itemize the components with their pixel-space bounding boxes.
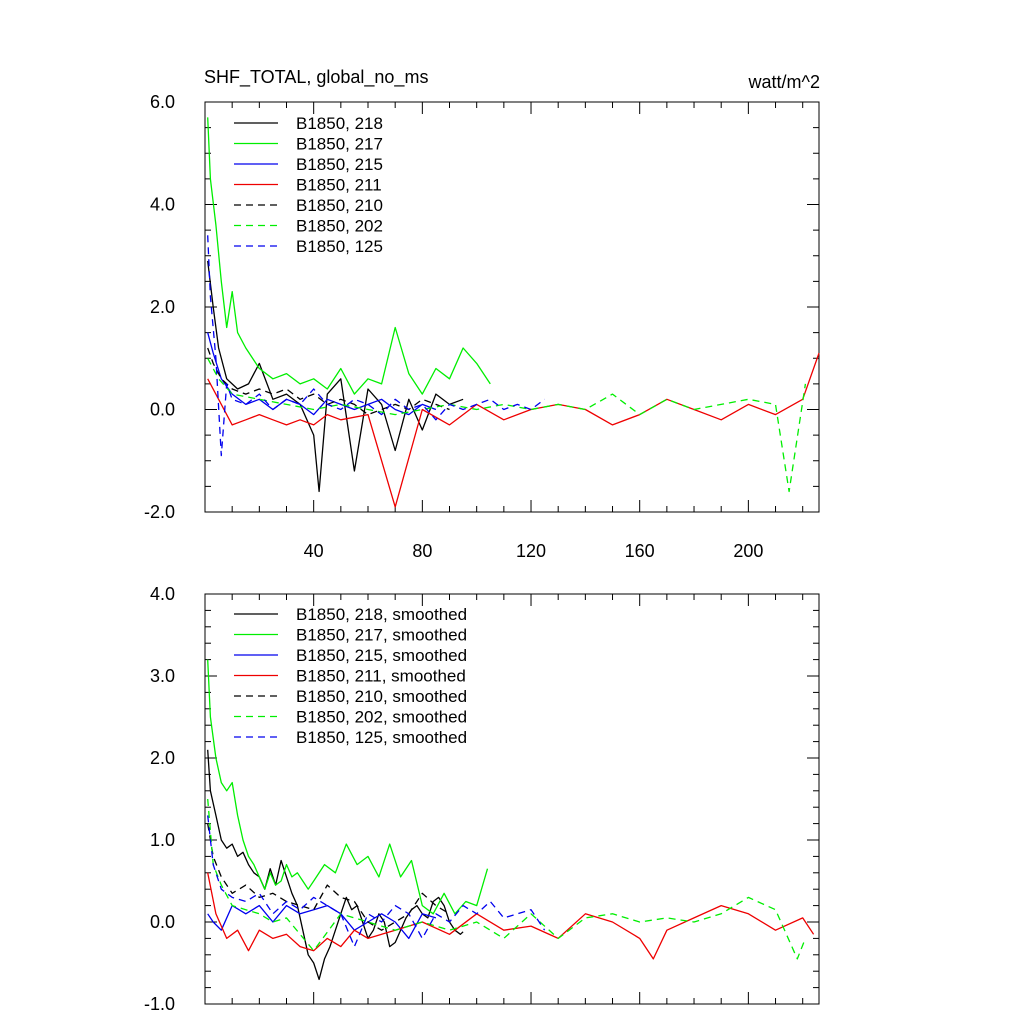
- legend-label: B1850, 125: [296, 237, 383, 256]
- y-tick-label: 2.0: [150, 297, 175, 317]
- y-tick-label: 3.0: [150, 666, 175, 686]
- y-tick-label: 4.0: [150, 584, 175, 604]
- series-line: [207, 260, 464, 493]
- legend-label: B1850, 202, smoothed: [296, 708, 467, 727]
- series-line: [207, 347, 450, 416]
- legend-label: B1850, 202: [296, 217, 383, 236]
- legend-label: B1850, 210: [296, 196, 383, 215]
- y-tick-label: 1.0: [150, 830, 175, 850]
- series-line: [207, 659, 489, 915]
- y-tick-label: 0.0: [150, 912, 175, 932]
- legend-label: B1850, 211, smoothed: [296, 667, 466, 686]
- legend-label: B1850, 217, smoothed: [296, 626, 467, 645]
- legend-label: B1850, 210, smoothed: [296, 687, 467, 706]
- series-line: [207, 352, 820, 508]
- series-line: [207, 798, 807, 960]
- legend-label: B1850, 125, smoothed: [296, 728, 467, 747]
- x-tick-label: 160: [625, 541, 655, 561]
- series-group: [207, 117, 820, 508]
- series-line: [207, 815, 546, 948]
- legend-label: B1850, 217: [296, 135, 383, 154]
- top-panel: SHF_TOTAL, global_no_ms watt/m^2 -2.0 0.0…: [144, 67, 820, 561]
- x-tick-label: 120: [516, 541, 546, 561]
- series-line: [207, 332, 437, 416]
- chart-title: SHF_TOTAL, global_no_ms: [204, 67, 428, 88]
- series-line: [207, 117, 491, 395]
- legend-label: B1850, 215: [296, 155, 383, 174]
- tick-group: -1.0 0.0 1.0 2.0 3.0 4.0: [144, 584, 819, 1014]
- y-tick-label: -2.0: [144, 502, 175, 522]
- y-tick-label: 2.0: [150, 748, 175, 768]
- legend-label: B1850, 218, smoothed: [296, 605, 467, 624]
- legend-label: B1850, 211: [296, 176, 382, 195]
- units-label: watt/m^2: [748, 72, 820, 92]
- y-tick-label: -1.0: [144, 994, 175, 1014]
- x-tick-label: 40: [304, 541, 324, 561]
- series-line: [207, 872, 815, 960]
- series-line: [207, 357, 807, 493]
- y-tick-label: 6.0: [150, 92, 175, 112]
- series-line: [207, 235, 545, 457]
- y-tick-label: 4.0: [150, 195, 175, 215]
- legend-label: B1850, 218: [296, 114, 383, 133]
- plot-frame: [204, 593, 820, 1005]
- bottom-panel: -1.0 0.0 1.0 2.0 3.0 4.0 B1850, 218, smoothed…: [144, 584, 820, 1014]
- series-line: [207, 823, 450, 931]
- y-tick-label: 0.0: [150, 400, 175, 420]
- x-tick-label: 200: [733, 541, 763, 561]
- legend: B1850, 218, smoothed B1850, 217, smoothed…: [234, 605, 467, 747]
- series-group: [207, 659, 815, 981]
- legend-label: B1850, 215, smoothed: [296, 646, 467, 665]
- series-line: [207, 904, 437, 940]
- tick-group: -2.0 0.0 2.0 4.0 6.0 40 80 120 160 200: [144, 92, 819, 561]
- x-tick-label: 80: [412, 541, 432, 561]
